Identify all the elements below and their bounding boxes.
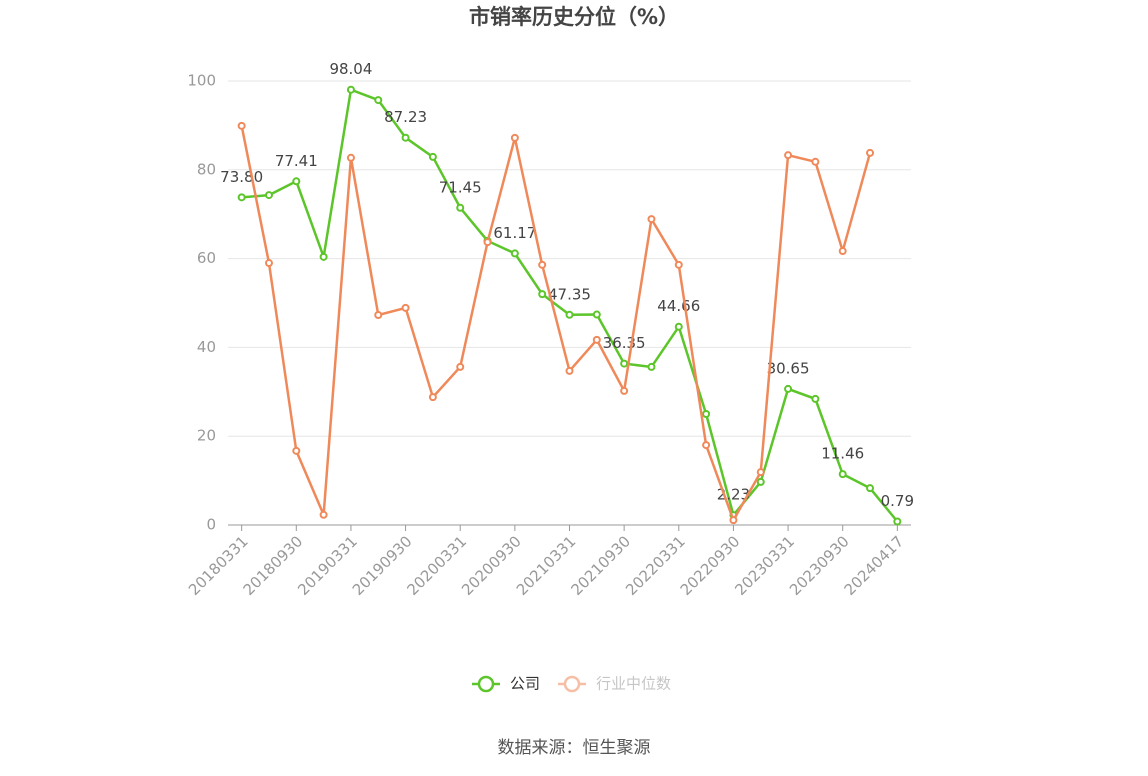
value-label: 30.65 [767, 359, 810, 377]
point [483, 238, 492, 247]
point [620, 386, 629, 395]
point [729, 516, 738, 525]
point [838, 470, 847, 479]
point [237, 121, 246, 130]
point [292, 177, 301, 186]
point [838, 247, 847, 256]
point [647, 362, 656, 371]
point [374, 310, 383, 319]
y-tick-label: 60 [197, 249, 216, 267]
point [702, 410, 711, 418]
point [647, 215, 656, 224]
y-tick-label: 80 [197, 160, 216, 178]
point [237, 193, 246, 202]
point [510, 133, 519, 142]
point [756, 468, 765, 477]
value-label: 98.04 [329, 60, 372, 78]
point [866, 148, 875, 157]
point [592, 335, 601, 344]
point [702, 441, 711, 450]
x-tick-label: 20240417 [841, 532, 908, 599]
point [428, 393, 437, 402]
value-label: 87.23 [384, 108, 427, 126]
point [592, 310, 601, 319]
point [428, 152, 437, 161]
point [374, 96, 383, 105]
legend-label: 行业中位数 [596, 675, 671, 693]
y-tick-label: 40 [197, 338, 216, 356]
point [264, 259, 273, 268]
point [538, 260, 547, 269]
value-label: 11.46 [821, 445, 864, 463]
point [456, 362, 465, 371]
point [866, 484, 875, 493]
value-label: 44.66 [657, 297, 700, 315]
point [264, 191, 273, 200]
source: 数据来源：恒生聚源 [498, 738, 651, 758]
point [346, 85, 355, 94]
point [784, 151, 793, 160]
point [401, 133, 410, 142]
y-tick-label: 0 [206, 516, 216, 534]
value-label: 36.35 [603, 334, 646, 352]
point [565, 310, 574, 319]
value-label: 47.35 [548, 285, 591, 303]
point [346, 153, 355, 162]
legend-marker [477, 675, 495, 693]
point [319, 510, 328, 519]
point [401, 303, 410, 312]
series-line [240, 125, 872, 524]
value-label: 71.45 [439, 178, 482, 196]
legend-marker [563, 675, 581, 693]
point [811, 394, 820, 403]
point [893, 517, 902, 526]
point [620, 359, 629, 368]
legend-label: 公司 [510, 675, 540, 693]
y-tick-label: 100 [187, 72, 216, 90]
point [784, 384, 793, 393]
point [756, 477, 765, 486]
y-tick-label: 20 [197, 427, 216, 445]
point [510, 249, 519, 258]
point [319, 252, 328, 261]
value-label: 77.41 [275, 152, 318, 170]
point [674, 260, 683, 269]
value-label: 61.17 [493, 224, 536, 242]
point [292, 446, 301, 455]
point [811, 157, 820, 166]
value-label: 73.80 [220, 168, 263, 186]
value-label: 0.79 [881, 492, 914, 510]
point [674, 322, 683, 331]
point [456, 203, 465, 212]
chart-title: 市销率历史分位（%） [469, 5, 679, 29]
point [538, 290, 547, 299]
legend-item: 行业中位数 [558, 675, 671, 693]
point [565, 366, 574, 375]
legend-item: 公司 [472, 675, 540, 693]
